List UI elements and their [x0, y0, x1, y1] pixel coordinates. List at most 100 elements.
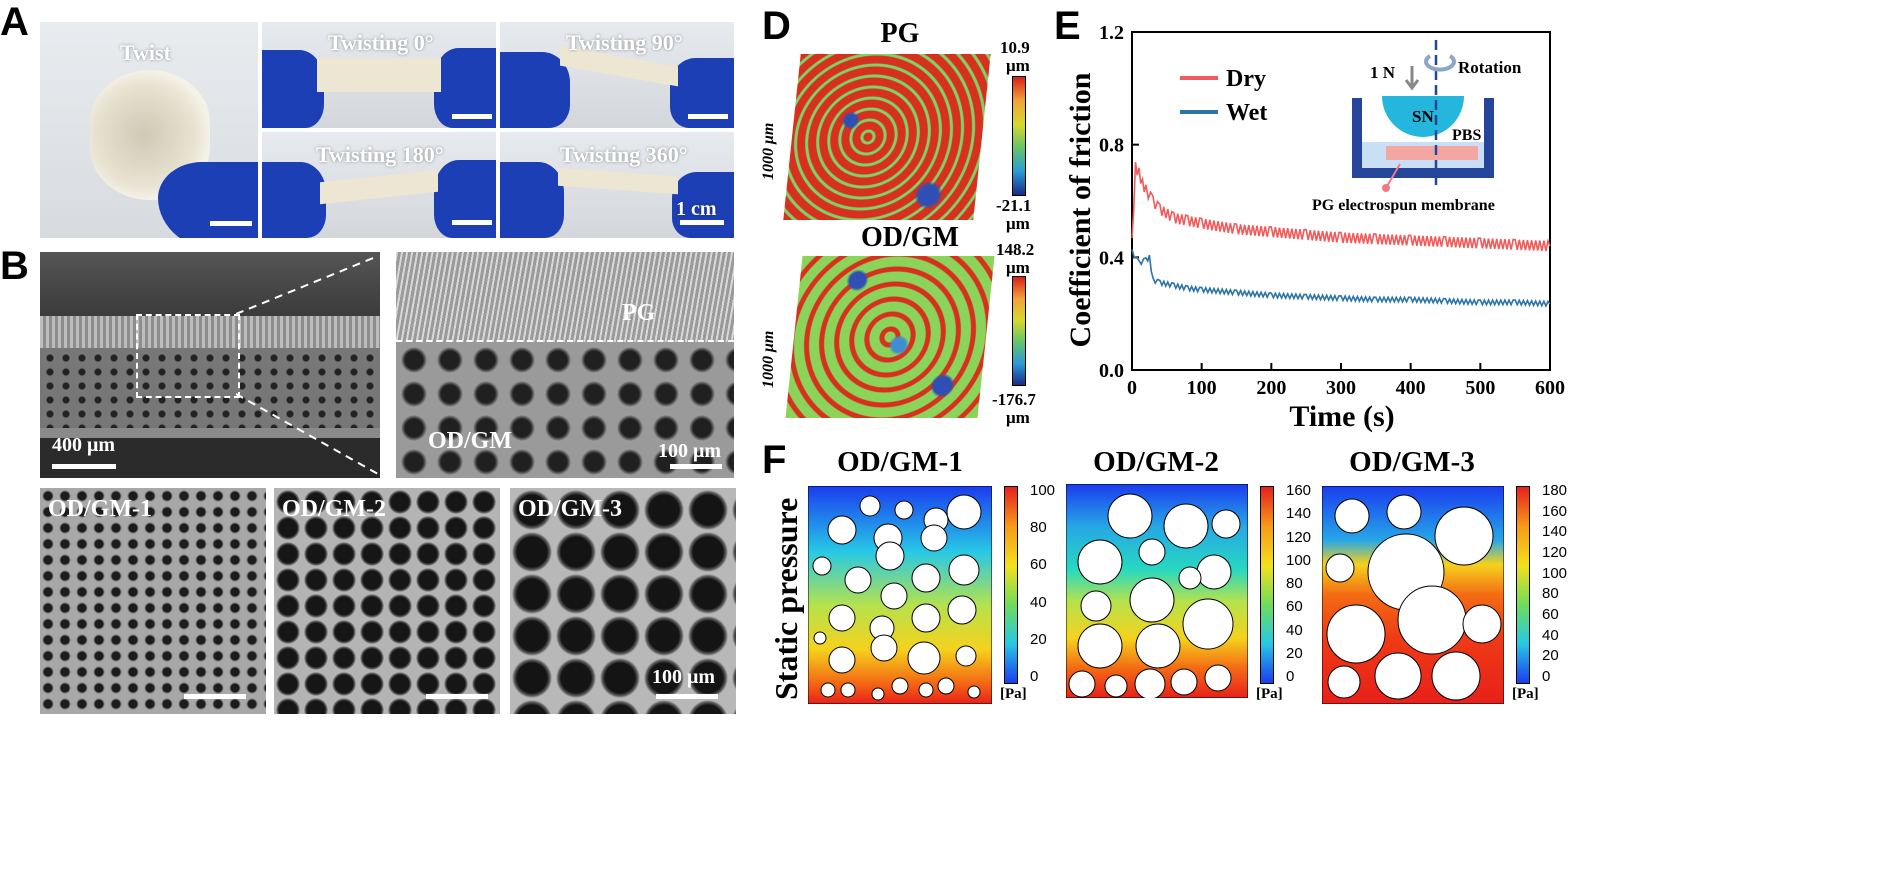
label-odgm: OD/GM: [428, 428, 512, 454]
panel-label-b: B: [0, 244, 29, 288]
colorbar-tick-label: 0: [1286, 668, 1295, 685]
inset-container: [1352, 98, 1494, 178]
map-title-2: OD/GM-2: [1093, 446, 1219, 478]
label-odgm-2: OD/GM-2: [282, 496, 386, 522]
sem-porous-layer: [40, 348, 380, 428]
scale-bar: [452, 220, 492, 225]
membrane-strip: [320, 169, 438, 205]
photo-twist-180: Twisting 180°: [262, 132, 496, 238]
inset-pointer: [1385, 163, 1401, 189]
map-title-3: OD/GM-3: [1349, 446, 1475, 478]
glove-left: [500, 162, 564, 238]
unit-1: [Pa]: [1000, 686, 1027, 702]
scale-label: 400 μm: [52, 434, 115, 456]
scale-label: 1 cm: [676, 198, 717, 220]
x-tick-label: 100: [1187, 377, 1217, 399]
glove-left: [500, 52, 570, 128]
glove: [158, 162, 258, 238]
inset-membrane: [1386, 146, 1478, 160]
scale-bar: [426, 694, 488, 699]
topo-axis-odgm: 1000 μm: [760, 330, 777, 388]
scale-bar: [688, 114, 728, 119]
legend-dry: Dry: [1226, 66, 1266, 92]
colorbar-tick-label: 0: [1542, 668, 1551, 685]
cb-min-odgm: -176.7: [992, 390, 1036, 409]
zoom-box: [136, 314, 240, 398]
unit-2: [Pa]: [1256, 686, 1283, 702]
photo-twist-360: Twisting 360° 1 cm: [500, 132, 734, 238]
x-tick-label: 200: [1256, 377, 1286, 399]
x-axis-label: Time (s): [1289, 400, 1394, 433]
colorbar-tick-label: 60: [1286, 598, 1303, 616]
sem-bottom: [40, 428, 380, 438]
y-tick-label: 0.4: [1099, 247, 1124, 269]
cb-unit: μm: [1006, 56, 1030, 75]
map-title-1: OD/GM-1: [837, 446, 963, 478]
inset-rotation-arrow: [1424, 54, 1456, 72]
scale-bar: [656, 694, 718, 699]
x-tick-label: 600: [1535, 377, 1565, 399]
inset-force-arrow: [1404, 66, 1420, 91]
photo-twist: Twist: [40, 22, 258, 238]
sem-zoom: PG OD/GM 100 μm: [396, 252, 734, 478]
sem-cross-section: 400 μm: [40, 252, 380, 478]
x-tick-label: 300: [1326, 377, 1356, 399]
colorbar-tick-label: 20: [1030, 630, 1047, 648]
panel-label-f: F: [762, 438, 787, 482]
photo-twist-0: Twisting 0°: [262, 22, 496, 128]
inset-ball: [1382, 96, 1464, 137]
colorbar-tick-label: 100: [1030, 482, 1056, 499]
colorbar-tick-label: 80: [1286, 575, 1303, 592]
glove-left: [262, 162, 326, 238]
y-axis-label: Coefficient of friction: [1064, 72, 1097, 347]
cb-max-pg: 10.9: [1000, 38, 1030, 57]
tribometer-inset: 1 N Rotation SN PBS PG electrospun membr…: [1312, 40, 1522, 214]
colorbar-tick-label: 180: [1542, 482, 1568, 499]
cb-unit: μm: [1006, 214, 1030, 233]
x-tick-label: 0: [1127, 377, 1137, 399]
plot-area: 0 100 200 300 400 500 600 0.0 0.4 0.8 1.2: [1099, 22, 1565, 399]
y-tick-label: 0.0: [1099, 360, 1124, 382]
friction-chart: 0 100 200 300 400 500 600 0.0 0.4 0.8 1.2 Coeffici…: [1064, 22, 1565, 433]
label-twist-360: Twisting 360°: [560, 142, 688, 167]
scale-bar: [184, 694, 246, 699]
panel-label-d: D: [762, 4, 791, 48]
label-twist: Twist: [120, 40, 171, 65]
panel-label-e: E: [1054, 4, 1081, 48]
colorbar-tick-label: 60: [1542, 606, 1559, 623]
scale-bar: [452, 114, 492, 119]
sem-pg-fibers: [396, 252, 734, 342]
cb-max-odgm: 148.2: [996, 240, 1035, 259]
pressure-map-2: [1066, 484, 1248, 698]
inset-membrane-label: PG electrospun membrane: [1312, 197, 1495, 214]
scale-label: 100 μm: [658, 440, 721, 462]
pressure-map-1: [808, 486, 992, 704]
inset-pbs-label: PBS: [1452, 127, 1481, 144]
membrane-strip: [558, 167, 678, 195]
particles: [1068, 493, 1241, 698]
colorbar-tick-label: 40: [1286, 621, 1303, 639]
colorbar-odgm: [1012, 276, 1026, 386]
cb-min-pg: -21.1: [996, 196, 1032, 215]
colorbar-tick-label: 140: [1286, 505, 1312, 523]
y-tick-label: 0.8: [1099, 135, 1124, 157]
sem-pores: [396, 342, 734, 478]
colorbar-tick-label: 120: [1286, 528, 1312, 546]
topo-axis-pg: 1000 μm: [760, 122, 777, 180]
colorbar-tick-label: 140: [1542, 523, 1568, 541]
membrane-strip: [317, 58, 441, 92]
glove-left: [262, 50, 324, 128]
photo-twist-90: Twisting 90°: [500, 22, 734, 128]
x-tick-label: 500: [1465, 377, 1495, 399]
label-pg: PG: [622, 300, 656, 326]
sem-pg-layer: [40, 316, 380, 348]
label-odgm-1: OD/GM-1: [48, 496, 152, 522]
cb-unit: μm: [1006, 258, 1030, 277]
colorbar-tick-label: 60: [1030, 556, 1047, 574]
colorbar-pg: [1012, 76, 1026, 196]
label-twist-180: Twisting 180°: [316, 142, 444, 167]
colorbar-tick-label: 100: [1542, 564, 1568, 582]
sem-background: [40, 252, 380, 316]
inset-sn: SN: [1412, 107, 1434, 126]
sem-odgm-1: OD/GM-1: [40, 488, 266, 714]
